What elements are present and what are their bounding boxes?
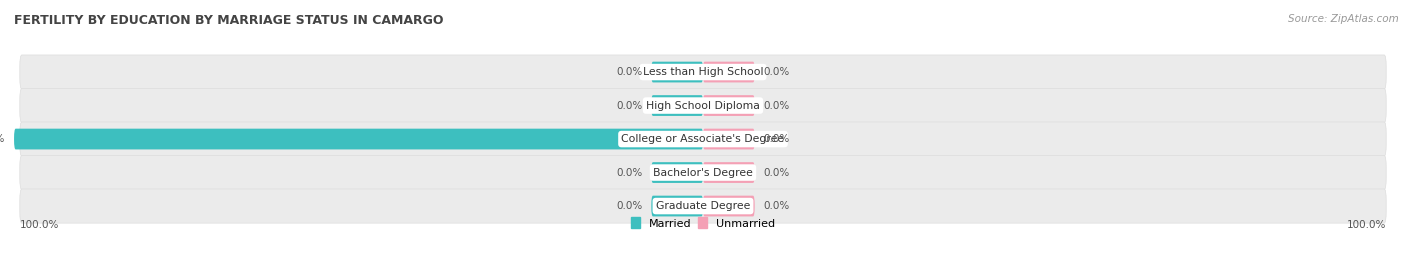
FancyBboxPatch shape — [703, 95, 755, 116]
FancyBboxPatch shape — [651, 95, 703, 116]
Text: 0.0%: 0.0% — [763, 168, 790, 178]
Text: 0.0%: 0.0% — [616, 67, 643, 77]
FancyBboxPatch shape — [651, 196, 703, 217]
Text: Graduate Degree: Graduate Degree — [655, 201, 751, 211]
FancyBboxPatch shape — [703, 62, 755, 82]
Text: 100.0%: 100.0% — [20, 220, 59, 230]
Text: 0.0%: 0.0% — [763, 67, 790, 77]
FancyBboxPatch shape — [703, 196, 755, 217]
FancyBboxPatch shape — [20, 156, 1386, 190]
FancyBboxPatch shape — [20, 55, 1386, 89]
Text: 0.0%: 0.0% — [763, 134, 790, 144]
Text: FERTILITY BY EDUCATION BY MARRIAGE STATUS IN CAMARGO: FERTILITY BY EDUCATION BY MARRIAGE STATU… — [14, 14, 443, 26]
FancyBboxPatch shape — [20, 122, 1386, 156]
Text: 0.0%: 0.0% — [616, 168, 643, 178]
Text: Less than High School: Less than High School — [643, 67, 763, 77]
Text: 0.0%: 0.0% — [616, 201, 643, 211]
FancyBboxPatch shape — [20, 189, 1386, 223]
Text: 0.0%: 0.0% — [616, 100, 643, 110]
FancyBboxPatch shape — [20, 89, 1386, 123]
Text: 0.0%: 0.0% — [763, 201, 790, 211]
FancyBboxPatch shape — [14, 129, 703, 149]
Text: 0.0%: 0.0% — [763, 100, 790, 110]
Text: High School Diploma: High School Diploma — [647, 100, 759, 110]
FancyBboxPatch shape — [651, 162, 703, 183]
Text: 100.0%: 100.0% — [0, 134, 6, 144]
Text: Bachelor's Degree: Bachelor's Degree — [652, 168, 754, 178]
Text: Source: ZipAtlas.com: Source: ZipAtlas.com — [1288, 14, 1399, 23]
Text: College or Associate's Degree: College or Associate's Degree — [621, 134, 785, 144]
Text: 100.0%: 100.0% — [1347, 220, 1386, 230]
FancyBboxPatch shape — [703, 129, 755, 149]
FancyBboxPatch shape — [703, 162, 755, 183]
Legend: Married, Unmarried: Married, Unmarried — [627, 213, 779, 233]
FancyBboxPatch shape — [651, 62, 703, 82]
